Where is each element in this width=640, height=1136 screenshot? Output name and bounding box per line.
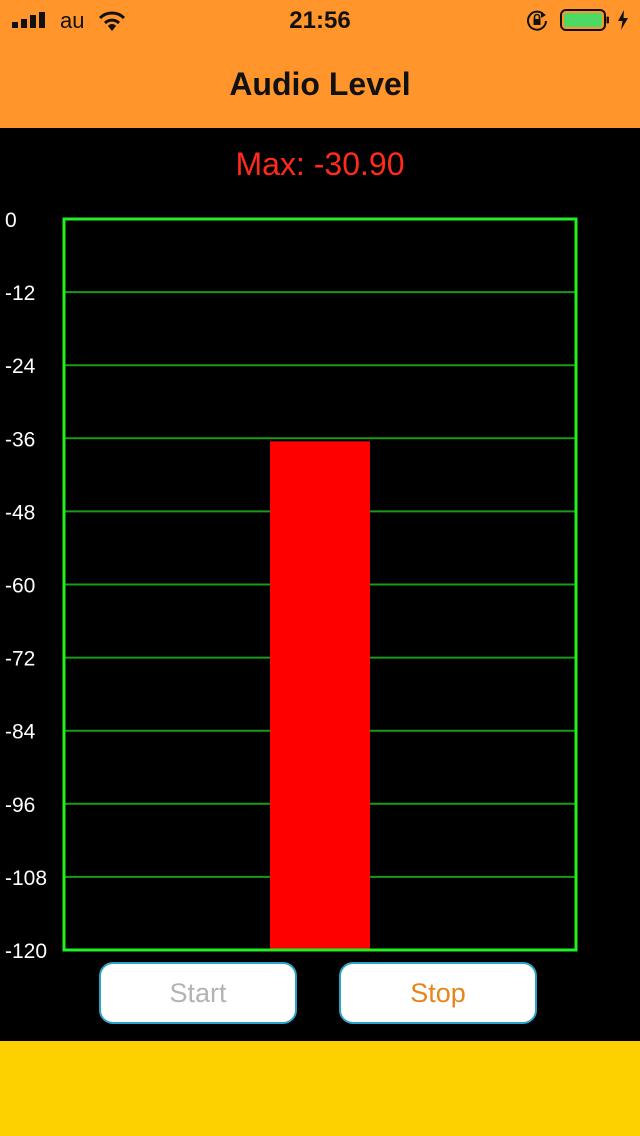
max-level-label: Max: -30.90 <box>0 146 640 183</box>
y-tick-labels: 0 -12 -24 -36 -48 -60 -72 -84 -96 -108 -120 <box>5 209 47 963</box>
rotation-lock-icon <box>527 10 547 31</box>
y-tick-label: -120 <box>5 940 47 963</box>
max-level-prefix: Max: <box>235 146 314 182</box>
y-tick-label: -36 <box>5 428 35 451</box>
page-title: Audio Level <box>229 66 411 102</box>
start-button[interactable]: Start <box>99 962 297 1024</box>
meter-bars <box>270 441 370 950</box>
signal-bars-icon <box>12 12 45 28</box>
status-bar: au 21:56 <box>0 0 640 40</box>
y-tick-label: -108 <box>5 867 47 890</box>
y-tick-label: -60 <box>5 575 35 598</box>
y-tick-label: -84 <box>5 721 36 744</box>
y-tick-label: -96 <box>5 794 35 817</box>
meter-frame <box>62 217 578 952</box>
battery-icon <box>560 9 609 31</box>
navigation-bar: au 21:56 Audio Level <box>0 0 640 128</box>
status-time: 21:56 <box>289 7 351 34</box>
y-tick-label: -24 <box>5 355 36 378</box>
y-tick-label: -72 <box>5 648 35 671</box>
charging-bolt-icon <box>618 10 628 30</box>
stop-button[interactable]: Stop <box>339 962 537 1024</box>
y-tick-label: -48 <box>5 501 35 524</box>
bottom-banner <box>0 1041 640 1136</box>
y-tick-label: -12 <box>5 282 35 305</box>
level-meter: 0 -12 -24 -36 -48 -60 -72 -84 -96 -108 -120 <box>5 209 578 963</box>
y-tick-label: 0 <box>5 209 17 232</box>
wifi-icon <box>98 11 126 31</box>
max-level-value: -30.90 <box>313 146 405 182</box>
level-bar <box>270 441 370 950</box>
carrier-name: au <box>60 8 85 33</box>
